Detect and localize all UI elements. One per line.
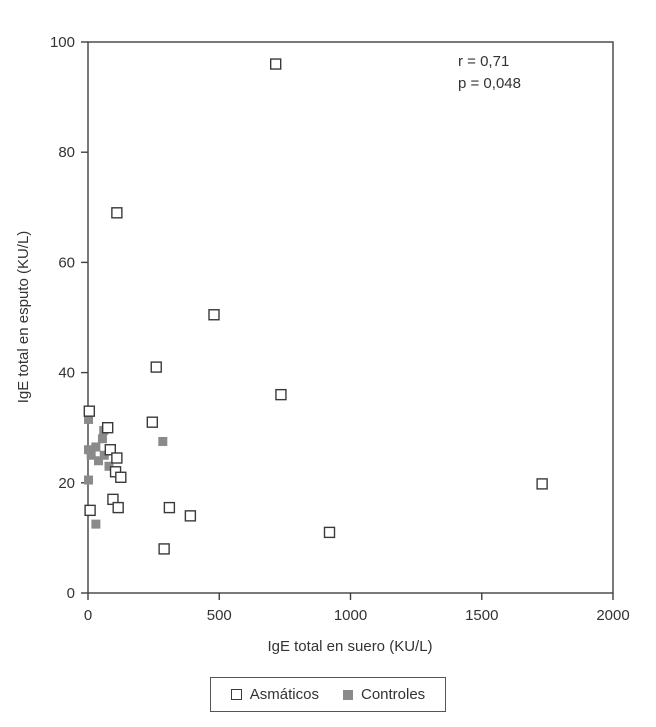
data-point-asmaticos [115, 471, 127, 483]
data-point-controles [84, 414, 94, 424]
data-point-asmaticos [323, 526, 336, 539]
y-tick-label: 100 [50, 34, 75, 51]
legend-item-controles: Controles [342, 686, 426, 703]
x-axis-label: IgE total en suero (KU/L) [267, 638, 432, 655]
data-point-controles [158, 436, 168, 446]
data-point-asmaticos [269, 58, 282, 70]
axis-ticks: 0 500 1000 1500 2000 0 20 40 60 80 100 [50, 34, 630, 624]
x-tick-label: 1000 [334, 607, 367, 624]
data-point-asmaticos [112, 501, 124, 514]
y-tick-label: 40 [58, 365, 75, 382]
data-point-controles [104, 461, 114, 471]
data-point-asmaticos [536, 478, 548, 490]
data-point-controles [99, 450, 109, 460]
data-point-asmaticos [111, 207, 123, 219]
filled-square-marker-icon [342, 689, 353, 700]
data-point-asmaticos [163, 501, 176, 514]
data-point-controles [84, 475, 94, 485]
data-point-asmaticos [84, 504, 96, 517]
annotation-r-value: r = 0,71 [458, 53, 509, 70]
legend-box: Asmáticos Controles [209, 677, 447, 712]
legend: Asmáticos Controles [0, 677, 656, 712]
legend-label-asmaticos: Asmáticos [249, 686, 319, 703]
legend-item-asmaticos: Asmáticos [230, 686, 319, 703]
data-point-asmaticos [101, 422, 114, 434]
y-tick-label: 60 [58, 254, 75, 271]
open-square-marker-icon [230, 689, 242, 700]
data-point-asmaticos [104, 444, 117, 456]
data-points [83, 58, 548, 555]
data-point-asmaticos [158, 543, 170, 555]
data-point-asmaticos [184, 510, 197, 522]
data-point-controles [86, 450, 96, 460]
y-tick-label: 0 [67, 585, 75, 602]
data-point-asmaticos [275, 388, 287, 401]
data-point-controles [94, 456, 103, 466]
data-point-controles [91, 442, 101, 452]
data-point-asmaticos [111, 452, 123, 464]
data-point-asmaticos [146, 416, 159, 428]
data-point-controles [84, 445, 94, 455]
x-tick-label: 500 [207, 607, 232, 624]
legend-label-controles: Controles [360, 686, 426, 703]
scatter-plot: 0 500 1000 1500 2000 0 20 40 60 80 100 IgE total e… [15, 34, 630, 655]
data-point-asmaticos [83, 405, 96, 417]
y-tick-label: 20 [58, 475, 75, 492]
y-tick-label: 80 [58, 144, 75, 161]
data-point-controles [91, 519, 101, 529]
y-axis-label: IgE total en esputo (KU/L) [15, 231, 32, 404]
x-tick-label: 0 [84, 607, 92, 624]
data-point-asmaticos [150, 361, 162, 373]
x-tick-label: 1500 [465, 607, 498, 624]
data-point-asmaticos [208, 309, 220, 321]
annotation-p-value: p = 0,048 [458, 75, 521, 92]
data-point-controles [97, 434, 107, 444]
x-tick-label: 2000 [596, 607, 629, 624]
